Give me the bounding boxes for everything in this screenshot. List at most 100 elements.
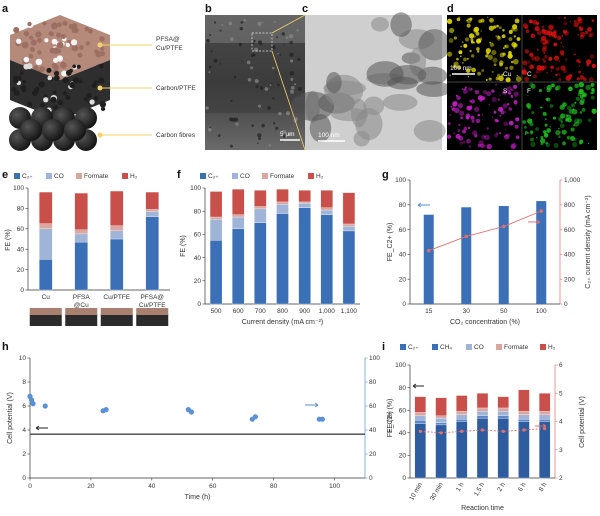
bar-segment — [232, 214, 245, 218]
eds-s-signal — [486, 127, 489, 130]
sem-grain — [207, 127, 212, 132]
eds-cu-signal — [473, 35, 476, 38]
cu-particle — [71, 44, 79, 52]
eds-cu-signal — [470, 54, 475, 58]
bar-segment — [276, 204, 289, 214]
y-tick-label: 2 — [559, 475, 563, 482]
x-tick-label: 40 — [148, 483, 156, 490]
eds-s-signal — [468, 105, 473, 109]
bar-segment — [39, 228, 53, 260]
carbon-particle — [100, 106, 106, 112]
legend-swatch — [76, 173, 82, 179]
eds-c-signal — [555, 67, 560, 71]
sem-grain — [258, 137, 262, 141]
eds-cu-signal — [485, 48, 491, 54]
bar-segment — [435, 422, 447, 426]
sem-grain — [275, 126, 279, 130]
eds-s-signal — [481, 114, 484, 116]
sem-grain — [208, 65, 212, 69]
eds-cu-signal — [466, 23, 471, 28]
sem-grain — [261, 123, 265, 128]
eds-c-signal — [586, 28, 589, 30]
y-tick-label: 0 — [197, 301, 201, 308]
eds-cu-signal — [471, 67, 477, 73]
eds-c-signal — [532, 19, 538, 25]
sem-grain — [247, 77, 252, 82]
tem-particle — [291, 91, 335, 121]
eds-c-signal — [560, 65, 566, 71]
eds-c-signal — [522, 23, 528, 29]
y-tick-label: 60 — [17, 226, 25, 233]
sem-grain — [267, 106, 272, 110]
eds-s-signal — [513, 100, 518, 104]
eds-label-f: F — [527, 88, 531, 95]
eds-c-signal — [560, 41, 563, 44]
eds-s-signal — [457, 129, 461, 133]
cu-particle — [100, 46, 105, 51]
eds-cu-signal — [501, 73, 504, 76]
tem-particle — [390, 12, 412, 37]
eds-c-signal — [578, 25, 582, 29]
y-tick-label: 40 — [194, 255, 202, 262]
sem-grain — [243, 18, 246, 22]
sem-grain — [279, 53, 282, 56]
eds-cu-signal — [491, 70, 494, 74]
scale-bar-c-label: 100 nm — [318, 132, 340, 139]
eds-s-signal — [514, 103, 517, 106]
cu-particle — [99, 51, 105, 57]
eds-s-signal — [458, 123, 461, 127]
series-line — [428, 210, 542, 252]
bar-segment — [497, 396, 509, 409]
eds-c-signal — [591, 63, 597, 69]
eds-cu-signal — [495, 76, 500, 81]
eds-f-signal — [540, 138, 546, 144]
x-tick-label: Cu/PTFE — [139, 302, 166, 309]
sem-grain — [239, 26, 244, 31]
eds-f-signal — [524, 126, 527, 129]
eds-c-signal — [542, 65, 547, 70]
panel-label-c: c — [302, 3, 308, 15]
eds-cu-signal — [489, 17, 494, 23]
data-point — [522, 428, 526, 432]
eds-c-signal — [534, 25, 540, 32]
y-tick-label: 0 — [22, 475, 26, 482]
eds-s-signal — [505, 129, 507, 131]
data-point — [188, 409, 195, 415]
sem-grain — [294, 83, 297, 86]
carbon-particle — [38, 81, 45, 88]
carbon-particle — [78, 79, 83, 84]
eds-f-signal — [545, 136, 548, 138]
eds-c-signal — [523, 67, 526, 70]
eds-label-c: C — [527, 71, 532, 78]
eds-cu-signal — [465, 68, 471, 73]
bar-segment — [209, 240, 223, 305]
x-tick-label: 8 h — [538, 481, 549, 493]
eds-cu-signal — [466, 57, 469, 60]
y-tick-label: 20 — [399, 453, 407, 460]
eds-cu-signal — [498, 75, 504, 82]
eds-cu-signal — [458, 50, 463, 55]
eds-f-signal — [526, 103, 531, 108]
eds-cu-signal — [515, 76, 522, 82]
eds-s-signal — [462, 129, 466, 134]
bar-segment — [298, 202, 311, 208]
y-tick-label: 80 — [17, 206, 25, 213]
eds-f-signal — [572, 141, 578, 148]
eds-s-signal — [499, 114, 502, 117]
eds-cu-signal — [478, 37, 483, 41]
carbon-layer — [10, 60, 110, 120]
cu-particle — [29, 46, 35, 52]
eds-f-signal — [553, 142, 559, 148]
y-tick-label: 800 — [564, 202, 575, 209]
eds-cu-signal — [469, 49, 472, 53]
eds-c-signal — [554, 55, 560, 61]
eds-s-signal — [453, 132, 456, 135]
bar-segment — [320, 190, 333, 208]
sem-grain — [269, 83, 272, 86]
eds-cu-signal — [489, 42, 495, 47]
y-tick-label: 1,000 — [564, 177, 581, 184]
layer-label-carbon-ptfe: Carbon/PTFE — [156, 85, 196, 92]
y-tick-label: 3 — [559, 447, 563, 454]
